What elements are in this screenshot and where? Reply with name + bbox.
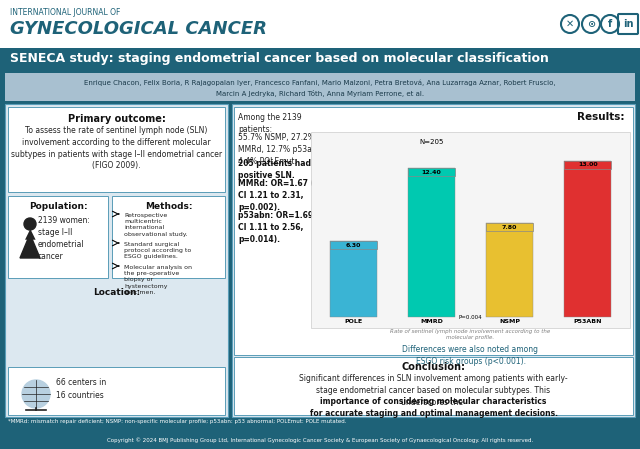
Text: *MMRd: mismatch repair deficient; NSMP: non-specific molecular profile; p53abn: : *MMRd: mismatch repair deficient; NSMP: … bbox=[8, 419, 346, 424]
FancyBboxPatch shape bbox=[311, 132, 630, 328]
FancyBboxPatch shape bbox=[408, 168, 455, 176]
FancyBboxPatch shape bbox=[8, 107, 225, 192]
Text: Enrique Chacon, Felix Boria, R Rajagopalan Iyer, Francesco Fanfani, Mario Malzon: Enrique Chacon, Felix Boria, R Rajagopal… bbox=[84, 79, 556, 85]
Polygon shape bbox=[20, 234, 40, 258]
FancyBboxPatch shape bbox=[408, 168, 455, 317]
Text: Conclusion:: Conclusion: bbox=[401, 362, 465, 372]
Text: Location:: Location: bbox=[93, 288, 140, 297]
FancyBboxPatch shape bbox=[234, 107, 633, 355]
FancyBboxPatch shape bbox=[5, 73, 635, 101]
Text: To assess the rate of sentinel lymph node (SLN)
involvement according to the dif: To assess the rate of sentinel lymph nod… bbox=[11, 126, 222, 171]
Text: importance of considering molecular characteristics
for accurate staging and opt: importance of considering molecular char… bbox=[310, 397, 557, 418]
Text: in: in bbox=[623, 19, 633, 29]
Text: P53ABN: P53ABN bbox=[573, 319, 602, 324]
Text: Results:: Results: bbox=[577, 112, 625, 122]
Text: Molecular analysis on
the pre-operative
biopsy or
hysterectomy
specimen.: Molecular analysis on the pre-operative … bbox=[124, 265, 192, 295]
Text: Population:: Population: bbox=[29, 202, 87, 211]
FancyBboxPatch shape bbox=[234, 357, 633, 415]
Text: Among the 2139
patients:: Among the 2139 patients: bbox=[238, 113, 301, 134]
Text: 2139 women:: 2139 women: bbox=[38, 216, 90, 225]
Text: POLE: POLE bbox=[344, 319, 362, 324]
Text: MMRD: MMRD bbox=[420, 319, 443, 324]
Text: Rate of sentinel lymph node involvement according to the
molecular profile.: Rate of sentinel lymph node involvement … bbox=[390, 329, 550, 340]
Text: Standard surgical
protocol according to
ESGO guidelines.: Standard surgical protocol according to … bbox=[124, 242, 191, 260]
FancyBboxPatch shape bbox=[232, 104, 635, 417]
Text: N=205: N=205 bbox=[419, 139, 444, 145]
Text: f: f bbox=[608, 19, 612, 29]
Text: 6.30: 6.30 bbox=[346, 243, 361, 248]
Text: 66 centers in
16 countries: 66 centers in 16 countries bbox=[56, 378, 106, 400]
FancyBboxPatch shape bbox=[0, 0, 640, 48]
FancyBboxPatch shape bbox=[8, 367, 225, 415]
Text: ⊙: ⊙ bbox=[587, 19, 595, 29]
Text: Retrospective
multicentric
international
observational study.: Retrospective multicentric international… bbox=[124, 213, 188, 237]
Text: ✕: ✕ bbox=[566, 19, 574, 29]
Text: stage I–II
endometrial
cancer: stage I–II endometrial cancer bbox=[38, 228, 84, 260]
Text: 13.00: 13.00 bbox=[578, 163, 598, 167]
Text: Significant differences in SLN involvement among patients with early-
stage endo: Significant differences in SLN involveme… bbox=[299, 374, 568, 407]
Text: NSMP: NSMP bbox=[499, 319, 520, 324]
FancyBboxPatch shape bbox=[564, 161, 611, 169]
Text: 55.7% NSMP, 27.2%
MMRd, 12.7% p53abn,
4.4% POLEmut.: 55.7% NSMP, 27.2% MMRd, 12.7% p53abn, 4.… bbox=[238, 133, 324, 166]
Text: Copyright © 2024 BMJ Publishing Group Ltd, International Gynecologic Cancer Soci: Copyright © 2024 BMJ Publishing Group Lt… bbox=[107, 437, 533, 443]
Text: 205 patients had
positive SLN.: 205 patients had positive SLN. bbox=[238, 159, 311, 180]
Text: P=0.004: P=0.004 bbox=[459, 315, 483, 320]
Text: Primary outcome:: Primary outcome: bbox=[68, 114, 165, 124]
Text: SENECA study: staging endometrial cancer based on molecular classification: SENECA study: staging endometrial cancer… bbox=[10, 52, 549, 65]
Text: 12.40: 12.40 bbox=[422, 170, 441, 175]
Text: p53abn: OR=1.69 (95%
CI 1.11 to 2.56,
p=0.014).: p53abn: OR=1.69 (95% CI 1.11 to 2.56, p=… bbox=[238, 211, 337, 244]
Text: Differences were also noted among
ESGO risk groups (p<0.001).: Differences were also noted among ESGO r… bbox=[403, 345, 538, 366]
Text: GYNECOLOGICAL CANCER: GYNECOLOGICAL CANCER bbox=[10, 20, 267, 38]
FancyBboxPatch shape bbox=[564, 161, 611, 317]
Text: 7.80: 7.80 bbox=[502, 225, 517, 230]
Text: Methods:: Methods: bbox=[145, 202, 192, 211]
Text: Marcin A Jedryka, Richard Tóth, Anna Myriam Perrone, et al.: Marcin A Jedryka, Richard Tóth, Anna Myr… bbox=[216, 90, 424, 97]
FancyBboxPatch shape bbox=[330, 242, 376, 317]
FancyBboxPatch shape bbox=[330, 242, 376, 249]
Text: ▲: ▲ bbox=[25, 226, 35, 240]
Text: MMRd: OR=1.67 (95%
CI 1.21 to 2.31,
p=0.002).: MMRd: OR=1.67 (95% CI 1.21 to 2.31, p=0.… bbox=[238, 179, 332, 211]
FancyBboxPatch shape bbox=[5, 104, 228, 417]
FancyBboxPatch shape bbox=[8, 196, 108, 278]
FancyBboxPatch shape bbox=[486, 224, 533, 231]
FancyBboxPatch shape bbox=[112, 196, 225, 278]
Circle shape bbox=[24, 218, 36, 230]
Circle shape bbox=[22, 380, 50, 408]
Text: INTERNATIONAL JOURNAL OF: INTERNATIONAL JOURNAL OF bbox=[10, 8, 120, 17]
FancyBboxPatch shape bbox=[486, 224, 533, 317]
